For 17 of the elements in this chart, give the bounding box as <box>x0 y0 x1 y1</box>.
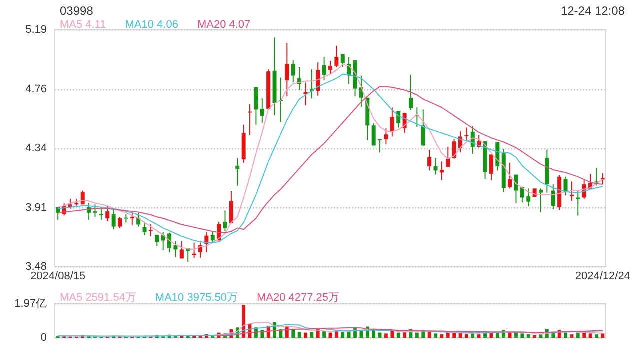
text: MA20 4.07 <box>197 19 251 31</box>
y-tick-label: 5.19 <box>26 24 47 36</box>
y-tick-label: 4.76 <box>26 83 47 96</box>
y-tick-label: 3.48 <box>26 261 47 273</box>
chart-subtitle: 12-24 12:08 <box>560 4 626 18</box>
x-tick-label: 2024/08/15 <box>30 270 86 282</box>
y-tick-label: 1.97亿 <box>14 298 47 310</box>
y-tick-label: 3.91 <box>26 202 47 214</box>
text: MA10 3975.50万 <box>155 292 238 304</box>
text: MA10 4.06 <box>125 19 178 31</box>
y-tick-label: 0 <box>40 332 47 344</box>
chart-title: 03998 <box>60 4 94 18</box>
text: MA20 4277.25万 <box>256 292 340 304</box>
text: MA5 4.11 <box>60 19 106 31</box>
x-tick-label: 2024/12/24 <box>575 270 630 282</box>
text: MA5 2591.54万 <box>60 292 136 304</box>
y-tick-label: 4.34 <box>26 142 47 154</box>
